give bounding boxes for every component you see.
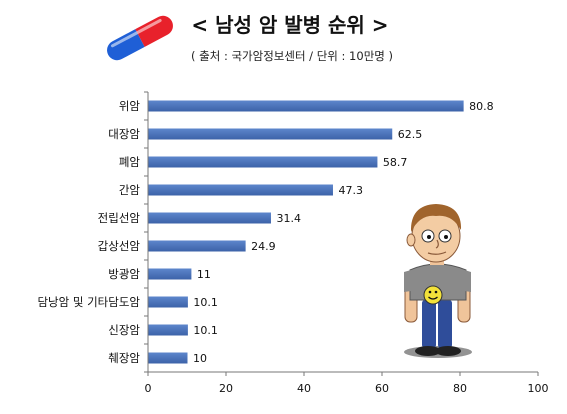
value-label: 58.7 — [383, 156, 408, 169]
value-label: 10.1 — [193, 296, 218, 309]
category-label: 신장암 — [108, 323, 140, 337]
category-label: 위암 — [119, 99, 141, 113]
cartoon-man-icon — [404, 204, 472, 358]
category-label: 방광암 — [108, 267, 140, 281]
category-label: 췌장암 — [108, 351, 140, 365]
x-tick-label: 20 — [219, 382, 233, 395]
bar — [148, 100, 464, 112]
category-label: 전립선암 — [98, 211, 141, 225]
value-label: 24.9 — [251, 240, 275, 253]
value-label: 10.1 — [193, 324, 218, 337]
bar — [148, 352, 188, 364]
value-label: 31.4 — [276, 212, 301, 225]
x-tick-label: 0 — [145, 382, 152, 395]
bar — [148, 128, 393, 140]
smiley-face-icon — [423, 285, 443, 305]
bar — [148, 268, 192, 280]
bar — [148, 296, 188, 308]
plot-area: 위암 80.8 대장암 62.5 폐암 58.7 간암 47.3 전립선암 31.4 갑상선암 24.… — [37, 91, 549, 395]
bar — [148, 324, 188, 336]
chart-subtitle: ( 출처 : 국가암정보센터 / 단위 : 10만명 ) — [191, 49, 393, 63]
category-label: 폐암 — [119, 155, 141, 169]
value-label: 47.3 — [338, 184, 363, 197]
value-label: 62.5 — [398, 128, 423, 141]
chart-title: < 남성 암 발병 순위 > — [191, 13, 388, 37]
x-tick-label: 60 — [375, 382, 389, 395]
x-tick-label: 80 — [453, 382, 467, 395]
value-label: 10 — [193, 352, 207, 365]
value-label: 11 — [197, 268, 211, 281]
bar — [148, 184, 333, 196]
x-tick-label: 100 — [528, 382, 549, 395]
capsule-pill-icon — [107, 15, 173, 61]
category-label: 간암 — [119, 183, 141, 197]
bar — [148, 240, 246, 252]
x-tick-label: 40 — [297, 382, 311, 395]
category-label: 대장암 — [108, 127, 140, 141]
category-label: 담낭암 및 기타담도암 — [37, 295, 140, 309]
category-label: 갑상선암 — [98, 239, 141, 253]
bar — [148, 212, 271, 224]
value-label: 80.8 — [469, 100, 494, 113]
bar — [148, 156, 378, 168]
